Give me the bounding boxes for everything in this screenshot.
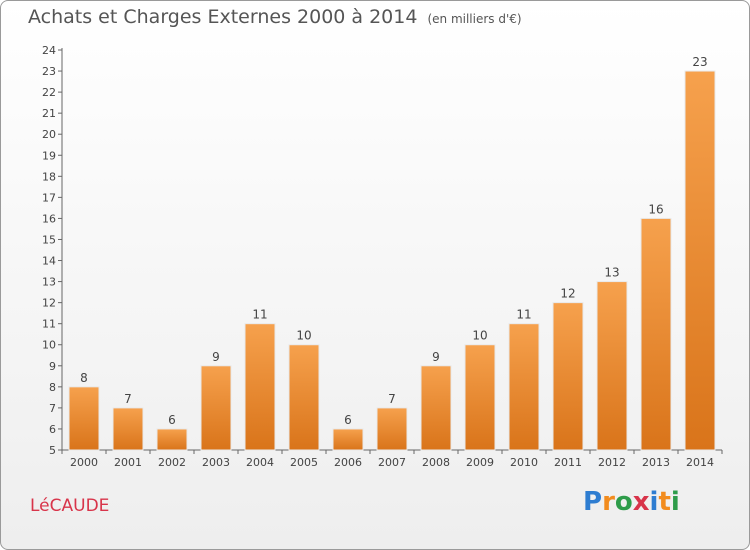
- y-tick-label: 21: [42, 107, 56, 120]
- bar: [508, 323, 540, 451]
- y-tick-label: 11: [42, 318, 56, 331]
- proxiti-logo: Proxiti: [583, 487, 680, 517]
- y-tick-label: 14: [42, 255, 56, 268]
- x-tick-label: 2009: [466, 456, 494, 469]
- bar-value-label: 10: [296, 329, 311, 343]
- bar: [376, 407, 408, 451]
- bar-value-label: 9: [432, 350, 440, 364]
- y-tick-label: 8: [49, 381, 56, 394]
- y-tick-label: 5: [49, 444, 56, 457]
- x-tick-label: 2002: [158, 456, 186, 469]
- bar: [332, 428, 364, 451]
- bar: [288, 344, 320, 451]
- logo-letter: i: [649, 487, 659, 517]
- y-tick-label: 6: [49, 423, 56, 436]
- chart-subtitle: (en milliers d'€): [427, 12, 522, 26]
- bar-value-label: 11: [516, 308, 531, 322]
- y-tick-label: 24: [42, 44, 56, 57]
- y-tick-label: 15: [42, 233, 56, 246]
- bar-value-label: 9: [212, 350, 220, 364]
- x-tick-label: 2007: [378, 456, 406, 469]
- logo-letter: P: [583, 487, 603, 517]
- x-tick-label: 2012: [598, 456, 626, 469]
- x-tick-label: 2008: [422, 456, 450, 469]
- x-tick-label: 2005: [290, 456, 318, 469]
- bar-value-label: 8: [80, 371, 88, 385]
- bar: [112, 407, 144, 451]
- logo-letter: i: [670, 487, 680, 517]
- y-tick-label: 19: [42, 149, 56, 162]
- bar: [68, 386, 100, 451]
- logo-letter: o: [614, 487, 633, 517]
- x-tick-label: 2006: [334, 456, 362, 469]
- bar-value-label: 7: [388, 392, 396, 406]
- commune-name: LéCAUDE: [30, 496, 110, 516]
- x-tick-label: 2014: [686, 456, 714, 469]
- chart-bars: 8 7 6 9 11 10 6 7 9 10 11 12 13 16 23: [68, 55, 716, 451]
- bar-value-label: 13: [604, 266, 619, 280]
- bar: [552, 302, 584, 451]
- y-tick-label: 20: [42, 128, 56, 141]
- y-tick-label: 17: [42, 191, 56, 204]
- chart-title: Achats et Charges Externes 2000 à 2014 (e…: [28, 6, 522, 28]
- logo-letter: r: [602, 487, 615, 517]
- bar-value-label: 23: [692, 55, 707, 69]
- x-tick-label: 2003: [202, 456, 230, 469]
- y-tick-label: 9: [49, 360, 56, 373]
- logo-letter: x: [632, 487, 650, 517]
- bar: [596, 281, 628, 451]
- y-tick-label: 12: [42, 297, 56, 310]
- bar-value-label: 12: [560, 287, 575, 301]
- bar-value-label: 16: [648, 202, 663, 216]
- x-tick-label: 2004: [246, 456, 274, 469]
- x-tick-label: 2000: [70, 456, 98, 469]
- y-tick-label: 22: [42, 86, 56, 99]
- bar-value-label: 10: [472, 329, 487, 343]
- x-tick-label: 2011: [554, 456, 582, 469]
- bar: [684, 70, 716, 451]
- x-tick-label: 2013: [642, 456, 670, 469]
- bar: [244, 323, 276, 451]
- y-tick-label: 23: [42, 65, 56, 78]
- bar: [156, 428, 188, 451]
- x-tick-label: 2010: [510, 456, 538, 469]
- x-tick-label: 2001: [114, 456, 142, 469]
- chart-title-text: Achats et Charges Externes 2000 à 2014: [28, 6, 418, 28]
- y-tick-label: 13: [42, 276, 56, 289]
- y-tick-label: 18: [42, 170, 56, 183]
- y-tick-label: 7: [49, 402, 56, 415]
- y-tick-label: 16: [42, 212, 56, 225]
- bar-value-label: 11: [252, 308, 267, 322]
- bar-value-label: 7: [124, 392, 132, 406]
- bar: [200, 365, 232, 451]
- chart-axes: 5 6 7 8 9 10 11 12 13 14 15 16 17 18 19 20 21 22 23 24 2000 2…: [42, 44, 723, 469]
- bar: [464, 344, 496, 451]
- bar-value-label: 6: [168, 413, 176, 427]
- logo-letter: t: [658, 487, 671, 517]
- y-tick-label: 10: [42, 339, 56, 352]
- bar: [420, 365, 452, 451]
- bar-value-label: 6: [344, 413, 352, 427]
- bar: [640, 217, 672, 451]
